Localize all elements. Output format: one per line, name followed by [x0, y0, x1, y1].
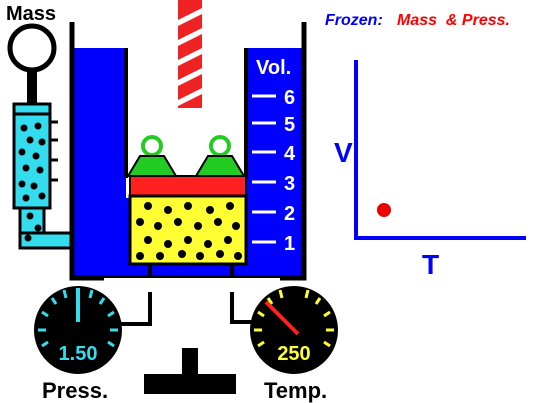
mass-label: Mass	[6, 3, 56, 25]
volume-tick-label: 4	[284, 143, 296, 165]
temperature-label: Temp.	[264, 378, 327, 403]
weight-right	[194, 135, 246, 177]
stand-gap	[104, 278, 280, 292]
inner-walls	[124, 48, 248, 178]
pressure-label: Press.	[42, 378, 108, 403]
temperature-value: 250	[277, 343, 310, 365]
pressure-gauge: 1.50	[34, 286, 122, 374]
mass-cylinder	[12, 102, 58, 210]
stand-post	[182, 348, 198, 374]
frozen-variables: Mass & Press.	[397, 12, 510, 29]
mass-bulb	[7, 23, 57, 73]
piston-rod	[178, 0, 202, 108]
frozen-label: Frozen:	[325, 12, 383, 29]
volume-tick-label: 3	[284, 173, 295, 195]
weight-left	[126, 135, 178, 177]
pressure-value: 1.50	[59, 343, 98, 365]
volume-scale: 6 5 4 3 2 1	[252, 87, 296, 255]
temperature-needle	[264, 300, 300, 336]
graph-x-label: T	[422, 249, 439, 280]
volume-tick-label: 1	[284, 233, 295, 255]
stand-base	[144, 374, 236, 394]
volume-tick-label: 2	[284, 203, 295, 225]
piston	[129, 175, 247, 197]
volume-tick-label: 5	[284, 114, 295, 136]
graph-data-point	[377, 203, 391, 217]
graph-y-label: V	[334, 137, 353, 168]
volume-tick-label: 6	[284, 87, 295, 109]
temperature-gauge: 250	[250, 286, 338, 374]
volume-label: Vol.	[256, 57, 291, 79]
vt-graph: V T	[334, 60, 526, 280]
mass-stem	[27, 70, 37, 104]
gas-chamber	[128, 194, 248, 266]
